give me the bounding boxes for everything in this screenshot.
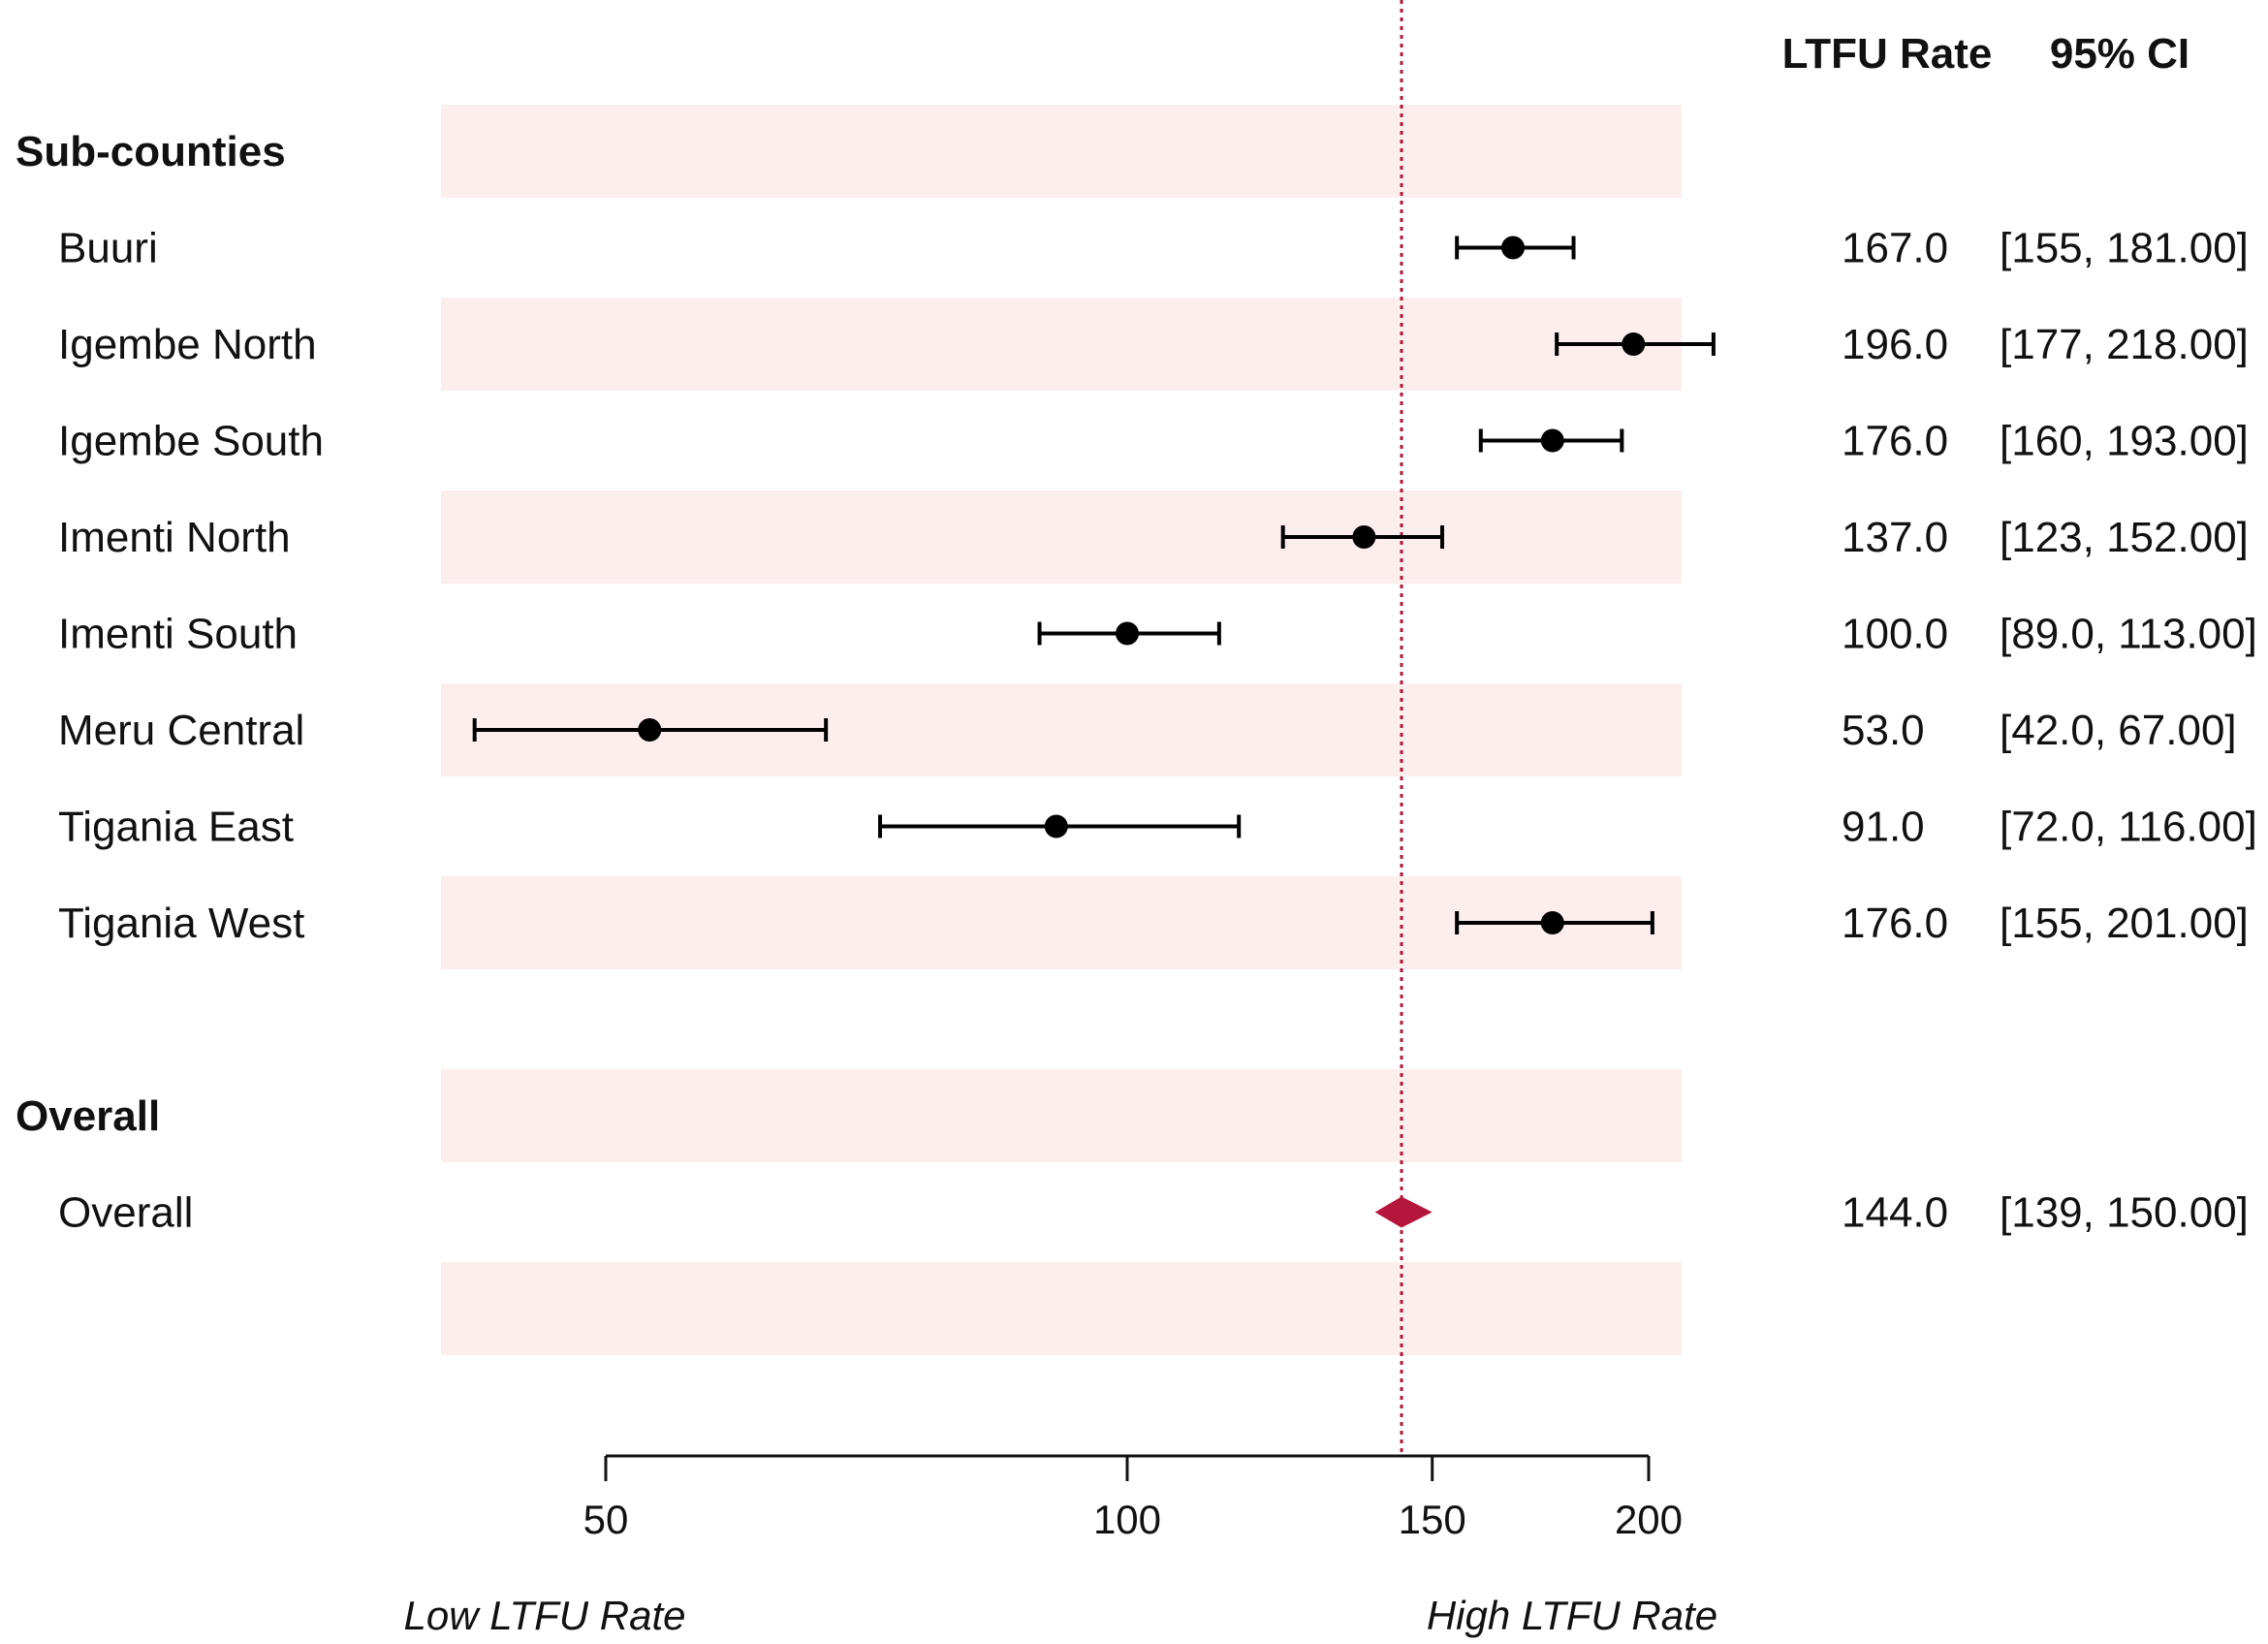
row-band: [441, 298, 1682, 391]
point-estimate: [638, 718, 662, 742]
row-labels: Sub-counties Buuri 167.0 [155, 181.00] Igemb…: [16, 128, 2257, 1237]
ci-value: [123, 152.00]: [2000, 514, 2249, 561]
row-label: Tigania East: [58, 804, 294, 851]
point-estimate: [1044, 814, 1068, 838]
rate-value: 100.0: [1842, 611, 1948, 658]
rate-value: 167.0: [1842, 225, 1948, 272]
x-axis: 50 100 150 200: [583, 1454, 1683, 1542]
x-tick-label: 100: [1093, 1497, 1161, 1542]
point-estimate: [1501, 236, 1526, 260]
row-label: Overall: [58, 1189, 193, 1237]
row-label: Igembe South: [58, 418, 324, 465]
rate-value: 91.0: [1842, 804, 1925, 851]
row-band: [441, 490, 1682, 584]
summary-diamond: [1374, 1196, 1433, 1228]
point-estimate: [1116, 621, 1139, 646]
ci-value: [177, 218.00]: [2000, 321, 2249, 368]
row-label: Tigania West: [58, 900, 304, 947]
ci-value: [42.0, 67.00]: [2000, 707, 2237, 754]
row-label: Meru Central: [58, 707, 304, 754]
estimate-marks: [472, 236, 1716, 1228]
ci-value: [155, 201.00]: [2000, 900, 2249, 947]
row-label: Imenti South: [58, 611, 298, 658]
row-band: [441, 105, 1682, 198]
row-band: [441, 1262, 1682, 1355]
row-band: [441, 1069, 1682, 1162]
column-header-rate: LTFU Rate: [1782, 30, 1993, 78]
point-estimate: [1622, 332, 1646, 356]
direction-label-high: High LTFU Rate: [1427, 1593, 1717, 1638]
rate-value: 196.0: [1842, 321, 1948, 368]
group-title: Overall: [16, 1092, 160, 1140]
x-tick-label: 200: [1615, 1497, 1683, 1542]
ci-value: [139, 150.00]: [2000, 1189, 2249, 1237]
point-estimate: [1540, 911, 1564, 934]
column-header-ci: 95% CI: [2050, 30, 2189, 78]
rate-value: 137.0: [1842, 514, 1948, 561]
rate-value: 144.0: [1842, 1189, 1948, 1237]
rate-value: 176.0: [1842, 900, 1948, 947]
row-label: Imenti North: [58, 514, 291, 561]
rate-value: 53.0: [1842, 707, 1925, 754]
x-tick-label: 150: [1399, 1497, 1466, 1542]
ci-value: [155, 181.00]: [2000, 225, 2249, 272]
ci-value: [160, 193.00]: [2000, 418, 2249, 465]
row-bands: [441, 105, 1682, 1355]
ci-value: [72.0, 116.00]: [2000, 804, 2257, 851]
rate-value: 176.0: [1842, 418, 1948, 465]
group-title: Sub-counties: [16, 128, 286, 175]
x-tick-label: 50: [583, 1497, 629, 1542]
row-label: Buuri: [58, 225, 158, 272]
row-label: Igembe North: [58, 321, 317, 368]
point-estimate: [1352, 525, 1376, 549]
ci-value: [89.0, 113.00]: [2000, 611, 2257, 658]
point-estimate: [1540, 428, 1564, 453]
direction-label-low: Low LTFU Rate: [404, 1593, 686, 1638]
